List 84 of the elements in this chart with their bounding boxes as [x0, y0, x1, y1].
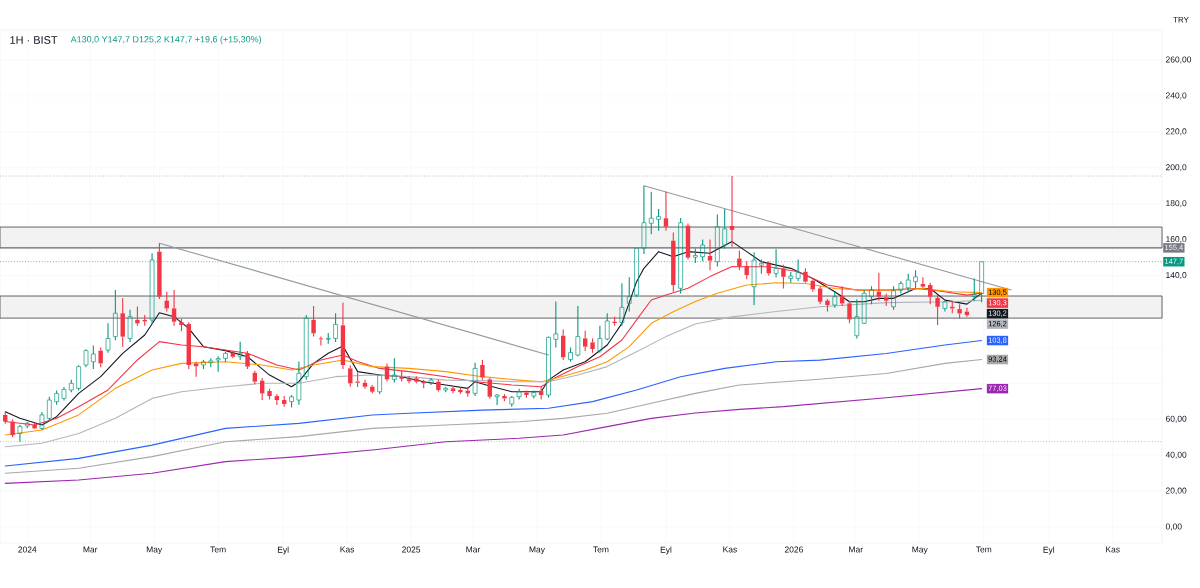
x-tick-label: Tem	[210, 546, 226, 553]
x-tick-label: Kas	[340, 546, 355, 553]
y-tick-label: 0,00	[1165, 523, 1182, 531]
candlestick	[957, 303, 962, 320]
line-series	[4, 340, 983, 467]
x-tick-label: Mar	[83, 546, 98, 553]
x-tick-label: Eyl	[277, 546, 289, 555]
y-tick-label: 220,0	[1165, 128, 1187, 136]
candlestick	[722, 208, 728, 250]
text: A130,0 Y147,7 D125,2 K147,7 +19,6 (+15,30%)	[70, 35, 262, 45]
candlestick	[127, 309, 133, 343]
candlestick	[135, 306, 140, 327]
candlestick	[524, 389, 529, 399]
candlestick	[348, 364, 353, 388]
candlestick	[502, 393, 507, 402]
candlestick	[619, 282, 625, 327]
candlestick	[98, 346, 103, 368]
candlestick	[399, 370, 404, 383]
candlestick	[340, 302, 346, 370]
line-series	[4, 358, 983, 474]
candlestick	[186, 321, 191, 370]
candlestick	[17, 424, 23, 443]
candlestick	[157, 242, 162, 300]
candlestick	[120, 297, 125, 348]
candlestick	[935, 294, 940, 326]
candlestick	[876, 272, 882, 302]
candlestick	[362, 379, 368, 390]
x-tick-label: 2025	[402, 546, 421, 553]
candlestick	[391, 357, 397, 383]
y-tick-label: 140,0	[1166, 272, 1187, 280]
candlestick	[83, 350, 89, 368]
x-tick-label: Tem	[593, 546, 609, 553]
candlestick	[171, 289, 177, 327]
candlestick	[311, 305, 316, 338]
x-tick-label: May	[912, 546, 928, 555]
candlestick	[215, 355, 221, 373]
candlestick	[494, 394, 500, 406]
y-tick-label: 160,0	[1166, 236, 1187, 244]
x-tick-label: May	[529, 546, 545, 555]
candlestick	[472, 362, 478, 397]
candlestick	[648, 191, 654, 235]
y-tick-label: 240,0	[1165, 92, 1187, 100]
candlestick	[971, 277, 977, 302]
candlestick	[296, 361, 302, 406]
candlestick	[406, 375, 412, 384]
y-tick-label: 260,00	[1165, 56, 1192, 64]
candlestick	[516, 388, 522, 401]
x-tick-label: Kas	[723, 546, 737, 553]
y-tick-label: 40,00	[1165, 451, 1187, 459]
candlestick	[39, 411, 45, 431]
y-tick-label: 200,0	[1165, 164, 1187, 172]
candlestick	[626, 276, 632, 313]
line-series	[4, 299, 983, 448]
y-tick-label: 20,00	[1165, 487, 1187, 495]
x-tick-label: Eyl	[660, 546, 672, 555]
x-tick-label: Mar	[849, 546, 863, 553]
y-tick-label: 60,00	[1165, 415, 1187, 423]
line-series	[4, 388, 983, 484]
x-tick-label: Eyl	[1043, 546, 1055, 555]
candlestick	[113, 289, 118, 341]
candlestick	[898, 280, 904, 295]
candlestick	[61, 386, 67, 401]
x-tick-label: 2026	[784, 546, 803, 553]
candlestick	[282, 395, 287, 408]
candlestick	[707, 239, 713, 271]
candlestick	[480, 359, 485, 381]
x-tick-label: Mar	[466, 546, 481, 553]
x-tick-label: 2024	[18, 546, 37, 553]
candlestick	[685, 222, 691, 260]
candlestick	[274, 393, 280, 406]
x-tick-label: Kas	[1106, 546, 1120, 553]
x-tick-label: Tem	[975, 546, 992, 553]
candlestick	[428, 377, 434, 386]
candlestick	[450, 385, 456, 394]
candlestick	[656, 208, 661, 232]
candlestick	[318, 336, 324, 347]
candlestick	[817, 285, 823, 305]
candlestick	[590, 337, 595, 354]
chart-title: 1H · BIST	[10, 36, 58, 44]
y-tick-label: 180,0	[1166, 200, 1187, 208]
candlestick	[663, 191, 669, 232]
candlestick	[553, 301, 559, 348]
x-tick-label: May	[146, 546, 163, 555]
candlestick	[729, 175, 735, 248]
